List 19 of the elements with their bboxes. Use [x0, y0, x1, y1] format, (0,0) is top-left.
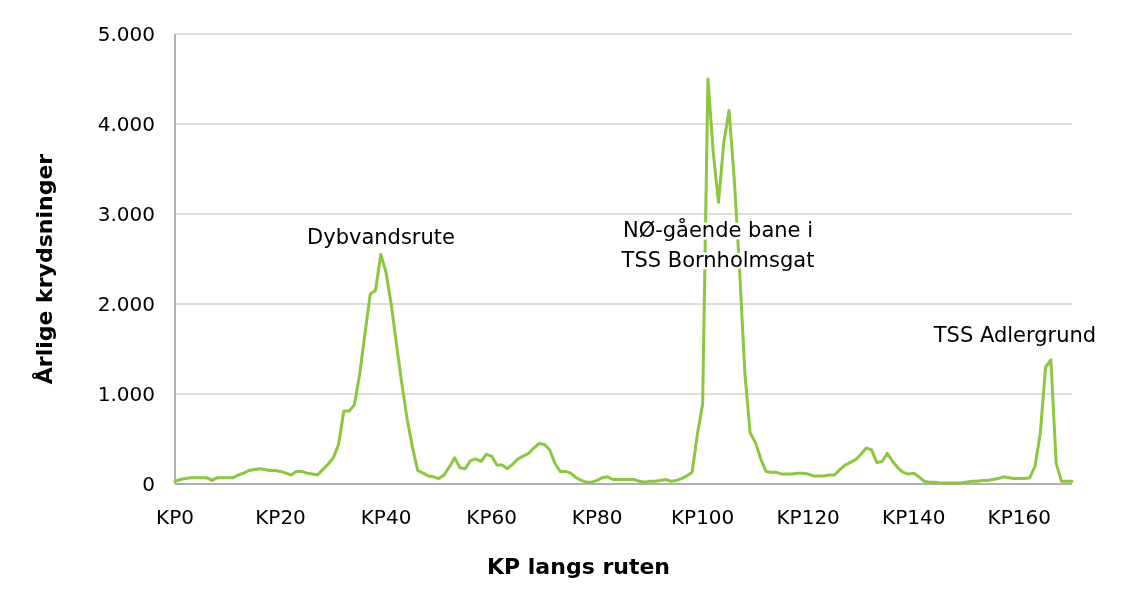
y-tick-label: 0: [142, 472, 155, 496]
x-tick-label: KP100: [670, 505, 735, 529]
x-tick-label: KP80: [571, 505, 623, 529]
x-axis-title: KP langs ruten: [487, 554, 670, 579]
y-tick-label: 3.000: [97, 202, 155, 226]
x-tick-label: KP160: [987, 505, 1051, 529]
y-tick-label: 4.000: [97, 112, 155, 136]
x-tick-label: KP0: [156, 505, 194, 529]
x-tick-label: KP60: [466, 505, 517, 529]
x-tick-label: KP40: [360, 505, 412, 529]
y-tick-label: 5.000: [97, 22, 155, 46]
annotation: TSS Adlergrund: [932, 323, 1097, 348]
annotation: Dybvandsrute: [307, 225, 455, 250]
x-tick-label: KP140: [882, 505, 946, 529]
y-tick-label: 1.000: [97, 382, 155, 406]
y-tick-label: 2.000: [97, 292, 155, 316]
y-axis-title: Årlige krydsninger: [32, 153, 57, 385]
x-tick-label: KP20: [255, 505, 306, 529]
x-tick-label: KP120: [776, 505, 840, 529]
